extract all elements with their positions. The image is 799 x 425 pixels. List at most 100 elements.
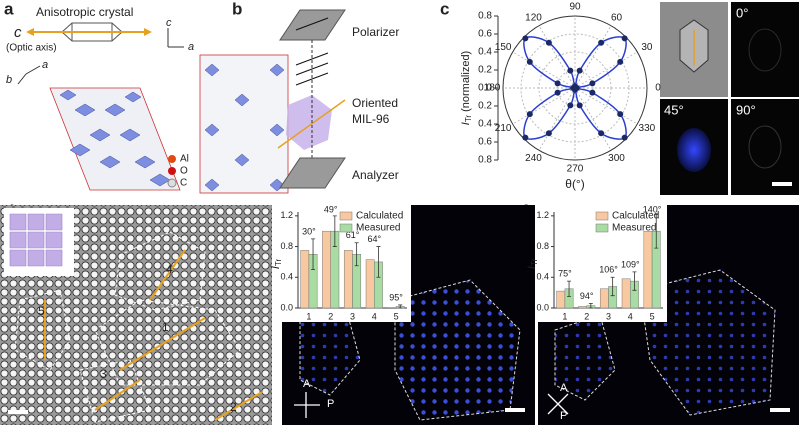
- legend-swatch: [595, 223, 609, 233]
- theta-tick-label: 90: [569, 2, 581, 13]
- grid-spoke: [512, 87, 576, 125]
- domain-outline: [14, 231, 241, 423]
- y-tick-label: 0.4: [280, 272, 293, 282]
- panel-label: b: [232, 0, 242, 18]
- error-bar: [332, 215, 337, 247]
- sample-label: MIL-96: [352, 112, 390, 126]
- y-tick-label: 0.2: [478, 65, 492, 76]
- axes-glyph: [17, 65, 41, 85]
- grid-spoke: [574, 25, 612, 89]
- error-bar: [398, 304, 403, 309]
- error-bar: [354, 242, 359, 267]
- domain-label: 1: [162, 320, 169, 334]
- scale-bar: [772, 182, 792, 186]
- bar: [322, 230, 331, 309]
- grid-spoke: [512, 51, 576, 89]
- y-tick-label: 0.8: [280, 241, 293, 251]
- micrograph: [731, 2, 799, 97]
- theta-tick-label: 180: [484, 83, 501, 94]
- axis-label: A: [560, 382, 568, 394]
- axis-label: a: [42, 59, 48, 71]
- y-tick-label: 0.0: [536, 302, 549, 312]
- domain-label: 2: [230, 400, 237, 414]
- optic-axis-arrow: [277, 99, 346, 149]
- legend-atom: [168, 167, 176, 175]
- orientation-arrow: [44, 249, 263, 421]
- legend-swatch: [595, 211, 609, 221]
- panel-a: Anisotropic crystal c (Optic axis) c a a…: [6, 5, 289, 194]
- angle-annotation: 61°: [346, 230, 360, 240]
- data-point: [598, 130, 605, 137]
- y-axis-label: ITr: [270, 259, 283, 270]
- y-tick-label: 0.6: [478, 29, 492, 40]
- domain: [299, 304, 361, 396]
- angle-annotation: 95°: [389, 292, 403, 302]
- domain-label: 3: [100, 367, 107, 381]
- label-rest: (normalized): [460, 51, 472, 112]
- data-point: [554, 80, 561, 87]
- label-symbol: I: [270, 266, 282, 269]
- y-tick-label: 0.0: [478, 83, 492, 94]
- x-tick-label: 5: [394, 311, 399, 321]
- label-subscript: Tr: [530, 259, 539, 267]
- crystal-cell-side: [199, 54, 289, 194]
- legend-atom: [167, 178, 177, 188]
- legend-label: Measured: [612, 223, 656, 234]
- label-subscript: Tr: [464, 115, 473, 123]
- data-point: [589, 89, 596, 96]
- y-tick-label: 0.2: [478, 101, 492, 112]
- panel-d: 4 1 3 5 2: [0, 205, 272, 425]
- axis-label: c: [14, 24, 22, 41]
- x-tick-label: 4: [372, 311, 377, 321]
- data-point: [617, 111, 624, 118]
- data-point: [554, 89, 561, 96]
- grid-spoke: [574, 87, 638, 125]
- theta-tick-label: 150: [495, 42, 512, 53]
- y-tick-label: 1.2: [536, 210, 549, 220]
- data-point: [545, 130, 552, 137]
- angle-annotation: 140°: [643, 204, 662, 214]
- data-point: [576, 102, 583, 109]
- label-symbol: I: [460, 122, 472, 125]
- y-tick-label: 0.0: [280, 302, 293, 312]
- scale-bar: [8, 410, 28, 414]
- angle-annotation: 94°: [580, 291, 594, 301]
- angle-annotation: 30°: [302, 226, 316, 236]
- axis-label: b: [6, 74, 12, 86]
- polarizer-cross: [294, 392, 320, 418]
- grid-spoke: [574, 51, 638, 89]
- inset-crystals: [9, 213, 63, 267]
- data-point: [576, 67, 583, 74]
- crystal-image: [748, 125, 782, 169]
- data-point: [567, 102, 574, 109]
- angle-annotation: 75°: [558, 268, 572, 278]
- panel-label: a: [4, 0, 14, 18]
- light-arrows: [295, 52, 329, 86]
- x-tick-label: 1: [306, 311, 311, 321]
- y-tick-label: 0.6: [478, 137, 492, 148]
- angle-label: 0°: [736, 5, 748, 20]
- domain-label: 5: [38, 304, 45, 318]
- bar: [599, 288, 609, 309]
- bar: [643, 230, 653, 309]
- data-point: [526, 111, 533, 118]
- theta-tick-label: 210: [495, 123, 512, 134]
- y-tick-label: 1.2: [280, 210, 293, 220]
- angle-annotation: 106°: [599, 265, 618, 275]
- x-axis-label: θ(°): [565, 177, 584, 191]
- legend-label: Al: [180, 154, 189, 165]
- data-point: [567, 67, 574, 74]
- scale-bar: [505, 408, 525, 412]
- x-tick-label: 3: [350, 311, 355, 321]
- legend-label: O: [180, 166, 188, 177]
- bar: [556, 290, 566, 309]
- legend-label: Measured: [356, 223, 400, 234]
- legend-atom: [168, 155, 176, 163]
- angle-label: 90°: [736, 102, 756, 117]
- data-point: [621, 134, 628, 141]
- x-tick-label: 3: [606, 311, 611, 321]
- bar: [343, 250, 353, 309]
- error-bar: [654, 213, 659, 249]
- polarizer-cross: [547, 393, 569, 415]
